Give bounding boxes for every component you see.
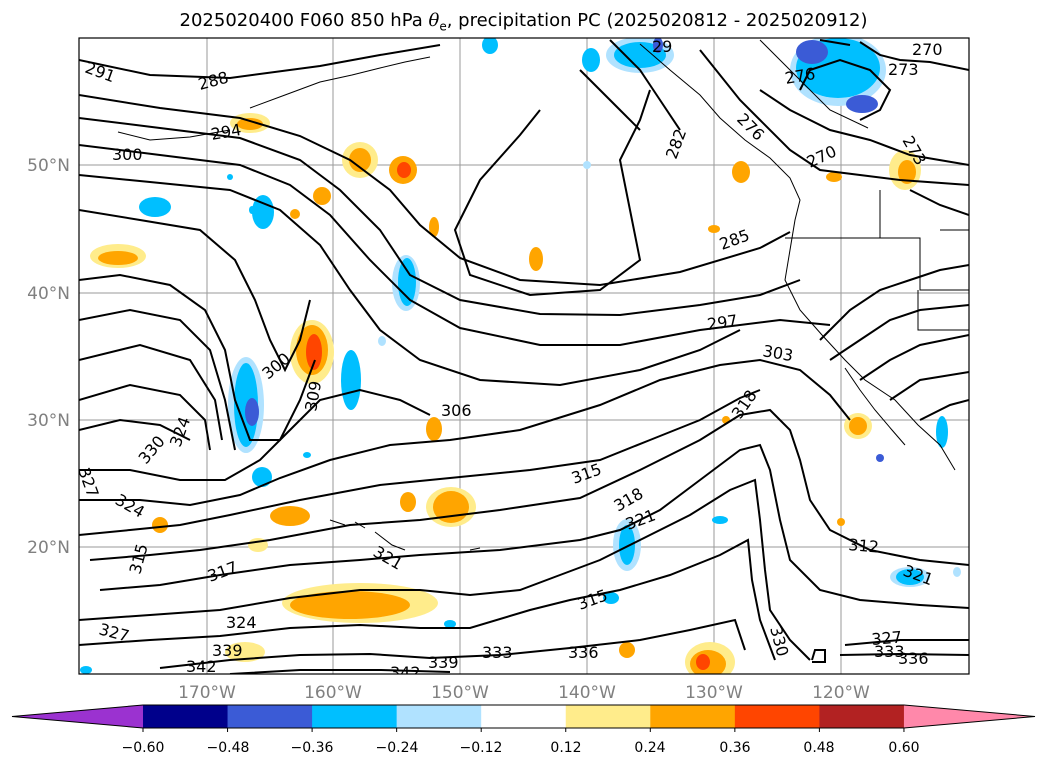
theta-e-contours: [79, 39, 969, 674]
colorbar-extend-min: [12, 705, 143, 728]
contour-label: 336: [898, 649, 929, 668]
colorbar-tick-label: −0.24: [376, 740, 419, 756]
colorbar-segment: [565, 705, 651, 728]
colorbar-segment: [481, 705, 567, 728]
lat-label: 50°N: [27, 156, 70, 176]
colorbar-segment: [143, 705, 229, 728]
lon-label: 130°W: [685, 683, 743, 703]
contour-label: 273: [888, 60, 919, 79]
contour-label: 333: [874, 642, 905, 661]
colorbar-tick-label: 0.36: [719, 740, 750, 756]
contour-label: 312: [848, 535, 880, 557]
lon-label: 160°W: [304, 683, 362, 703]
lat-label: 40°N: [27, 284, 70, 304]
colorbar-labels: −0.60 −0.48 −0.36 −0.24 −0.12 0.12 0.24 …: [122, 740, 920, 756]
precip-positive: [90, 113, 921, 674]
contour-label: 297: [706, 311, 739, 334]
colorbar-segment: [650, 705, 736, 728]
precip-shading: [80, 38, 961, 674]
contour-label: 300: [112, 145, 143, 164]
contour-label: 327: [871, 627, 903, 649]
contour-label: 339: [212, 641, 243, 660]
map-area: [79, 38, 969, 674]
contour-label: 336: [568, 643, 599, 662]
colorbar-segment: [734, 705, 820, 728]
chart-title: 2025020400 F060 850 hPa θe, precipitatio…: [179, 10, 868, 34]
colorbar-segment: [312, 705, 398, 728]
colorbar: −0.60 −0.48 −0.36 −0.24 −0.12 0.12 0.24 …: [11, 704, 1036, 756]
colorbar-tick-label: 0.48: [803, 740, 834, 756]
lon-label: 120°W: [812, 683, 870, 703]
coastlines: [117, 39, 969, 551]
colorbar-segment: [396, 705, 482, 728]
colorbar-tick-label: 0.60: [888, 740, 919, 756]
contour-label: 306: [441, 401, 472, 420]
colorbar-ticks: [142, 728, 905, 732]
colorbar-extend-max: [903, 705, 1035, 728]
lat-label: 30°N: [27, 411, 70, 431]
colorbar-tick-label: 0.24: [634, 740, 665, 756]
lon-label: 140°W: [558, 683, 616, 703]
contour-label: 342: [390, 663, 421, 682]
colorbar-segment: [227, 705, 313, 728]
colorbar-segment: [819, 705, 905, 728]
contour-label: 339: [428, 653, 459, 672]
colorbar-tick-label: −0.36: [291, 740, 334, 756]
colorbar-segments: [11, 704, 1036, 729]
contour-label: 333: [482, 643, 513, 662]
colorbar-tick-label: −0.12: [460, 740, 503, 756]
precip-negative: [80, 38, 961, 674]
map-frame: [78, 37, 970, 675]
contour-label: 342: [186, 657, 217, 676]
contour-label: 29: [652, 37, 672, 56]
colorbar-tick-label: −0.60: [122, 740, 165, 756]
lon-label: 170°W: [178, 683, 236, 703]
colorbar-tick-label: −0.48: [207, 740, 250, 756]
colorbar-tick-label: 0.12: [550, 740, 581, 756]
contour-label: 324: [226, 613, 257, 632]
lon-label: 150°W: [431, 683, 489, 703]
contour-label: 270: [912, 40, 943, 59]
lat-label: 20°N: [27, 538, 70, 558]
latitude-labels: 50°N 40°N 30°N 20°N: [27, 156, 70, 558]
longitude-labels: 170°W 160°W 150°W 140°W 130°W 120°W: [178, 683, 870, 703]
